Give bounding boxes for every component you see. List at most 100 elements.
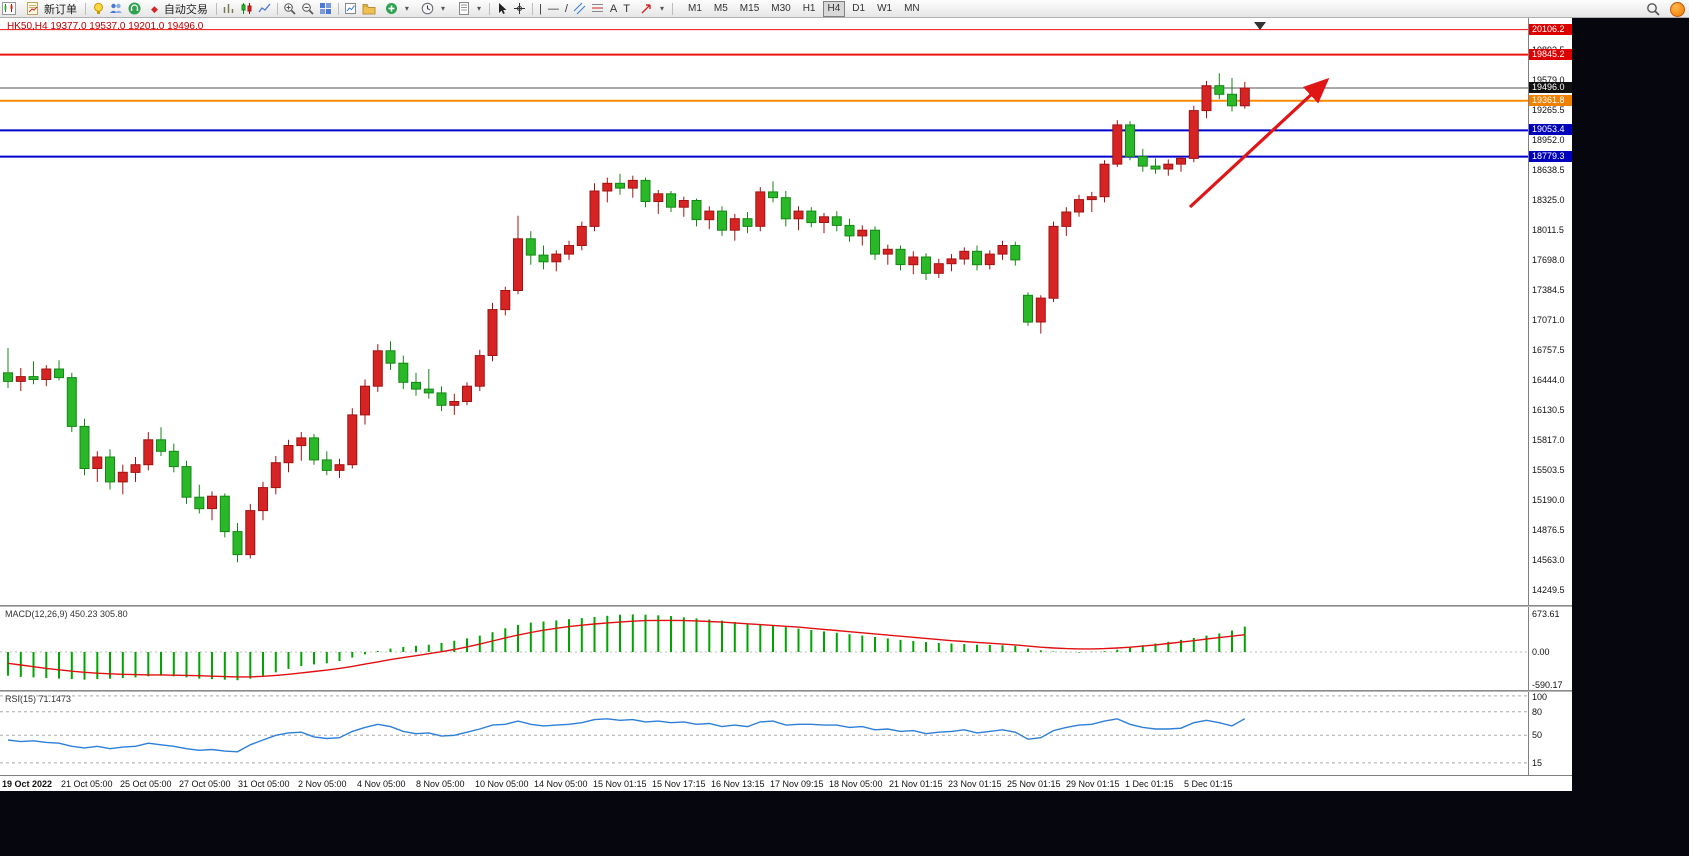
new-order-button[interactable]: 新订单 (18, 1, 82, 17)
macd-signal-line (7, 619, 1245, 678)
toolbar-separator (531, 2, 533, 15)
candlestick-chart-icon[interactable] (238, 1, 256, 17)
candle (908, 256, 919, 266)
crosshair-icon[interactable] (511, 1, 529, 17)
periods-dropdown[interactable]: ▾ (414, 1, 450, 17)
line-chart-icon[interactable] (256, 1, 274, 17)
candle (321, 459, 332, 471)
candle (258, 487, 268, 512)
chart-window-icon[interactable] (0, 1, 18, 17)
rsi-line (7, 718, 1246, 753)
candle (1035, 297, 1046, 323)
tab-timeframe-d1[interactable]: D1 (852, 2, 866, 14)
candle (666, 193, 676, 208)
time-label: 4 Nov 05:00 (357, 779, 406, 789)
indicators-dropdown[interactable]: ▾ (378, 1, 414, 17)
timeframe-group: M1 M5 M15 M30 H1 H4 D1 W1 MN (682, 0, 926, 17)
horizontal-line-tool-icon[interactable]: — (547, 2, 559, 15)
vertical-line-tool-icon[interactable]: | (538, 2, 542, 15)
candle (1137, 156, 1148, 167)
candle (525, 238, 536, 256)
time-axis[interactable]: 19 Oct 2022 21 Oct 05:00 25 Oct 05:00 27 Oc… (0, 775, 1572, 791)
macd-plot[interactable] (0, 607, 1528, 690)
headset-icon[interactable] (125, 1, 143, 17)
toolbar-separator (85, 2, 86, 15)
chart-window: 19892.519579.019265.518952.018638.518325… (0, 17, 1572, 791)
chevron-down-icon: ▾ (440, 4, 445, 13)
candle (640, 179, 651, 202)
toolbar-separator (337, 2, 339, 15)
notification-badge[interactable] (1670, 1, 1685, 17)
users-icon[interactable] (107, 1, 125, 17)
chevron-down-icon: ▾ (659, 4, 664, 13)
candle (768, 191, 778, 199)
price-axis[interactable]: 19892.519579.019265.518952.018638.518325… (1528, 17, 1572, 605)
tab-timeframe-m30[interactable]: M30 (771, 2, 791, 14)
candle (870, 229, 880, 255)
candle (984, 253, 995, 266)
tab-timeframe-mn[interactable]: MN (904, 2, 920, 14)
macd-axis[interactable]: 673.61 0.00 -590.17 (1528, 607, 1572, 690)
candle (105, 456, 115, 483)
price-tick: 19579.0 (1532, 75, 1565, 85)
time-label: 29 Nov 01:15 (1066, 779, 1120, 789)
candle (232, 531, 243, 556)
text-tool-icon[interactable]: A (609, 2, 618, 15)
candle (283, 445, 294, 464)
candle (780, 197, 791, 220)
lamp-icon[interactable] (89, 1, 107, 17)
cursor-icon[interactable] (493, 1, 511, 17)
tab-timeframe-h1[interactable]: H1 (802, 2, 816, 14)
candle (245, 510, 256, 556)
price-tick: 17071.0 (1532, 315, 1565, 325)
candle (1150, 165, 1161, 170)
chevron-down-icon: ▾ (476, 4, 481, 13)
price-tick: 16130.5 (1532, 405, 1565, 415)
profiles-folder-icon[interactable] (360, 1, 378, 17)
rsi-scale-label: 80 (1532, 707, 1543, 717)
fibonacci-tool-icon[interactable] (589, 1, 607, 17)
new-order-label: 新订单 (44, 3, 77, 16)
trend-arrow-annotation[interactable] (1188, 77, 1330, 209)
tab-timeframe-w1[interactable]: W1 (877, 2, 893, 14)
candle (997, 245, 1008, 255)
templates-dropdown[interactable]: ▾ (450, 1, 486, 17)
panel-separator[interactable] (0, 690, 1572, 692)
bar-chart-icon[interactable] (220, 1, 238, 17)
candle (347, 414, 358, 466)
candle (28, 376, 39, 381)
price-level-label: 18779.3 (1529, 151, 1572, 162)
macd-scale-label: 673.61 (1532, 609, 1560, 619)
label-tool-icon[interactable]: T (623, 2, 630, 15)
channel-tool-icon[interactable] (571, 1, 589, 17)
rsi-plot[interactable] (0, 692, 1528, 775)
clock-icon (419, 1, 437, 17)
tab-timeframe-m1[interactable]: M1 (687, 2, 702, 14)
tab-timeframe-m15[interactable]: M15 (739, 2, 760, 14)
zoom-in-icon[interactable] (281, 1, 299, 17)
price-tick: 17698.0 (1532, 255, 1565, 265)
zoom-out-icon[interactable] (299, 1, 317, 17)
rsi-scale-label: 15 (1532, 758, 1543, 768)
auto-trading-label: 自动交易 (163, 3, 208, 16)
search-icon[interactable] (1644, 1, 1662, 17)
panel-separator[interactable] (0, 605, 1572, 607)
main-chart-plot[interactable] (0, 17, 1528, 605)
toolbar-right-group (1644, 1, 1685, 17)
candle (576, 225, 587, 246)
tile-windows-icon[interactable] (317, 1, 335, 17)
shapes-dropdown[interactable]: ▾ (633, 1, 669, 17)
candle (360, 385, 370, 416)
candle (79, 425, 90, 469)
trendline-tool-icon[interactable]: / (564, 2, 568, 15)
new-chart-icon[interactable] (342, 1, 360, 17)
time-label: 8 Nov 05:00 (416, 779, 465, 789)
candle (462, 385, 472, 403)
rsi-axis[interactable]: 100 80 50 15 (1528, 692, 1572, 775)
tab-timeframe-m5[interactable]: M5 (713, 2, 728, 14)
candle (615, 182, 625, 189)
tab-timeframe-h4[interactable]: H4 (822, 0, 846, 17)
shift-marker-icon[interactable] (1254, 22, 1266, 30)
auto-trading-button[interactable]: ◆ 自动交易 (143, 1, 213, 17)
candle (959, 250, 970, 260)
